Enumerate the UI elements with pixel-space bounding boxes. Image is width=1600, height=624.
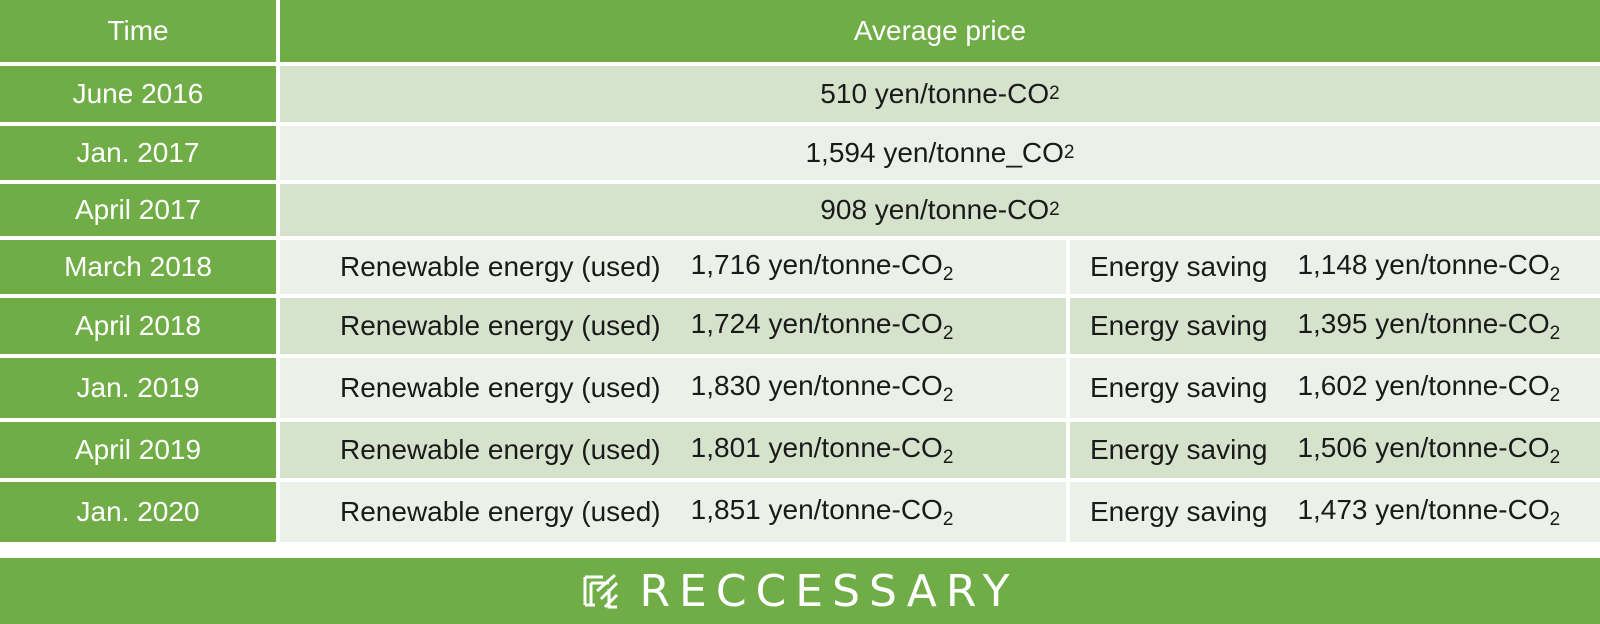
price-unit: yen/tonne-CO [874,194,1050,225]
renewable-label: Renewable energy (used) [340,251,661,282]
table-row: Jan. 2020 Renewable energy (used) 1,851 … [0,482,1600,542]
row-time: April 2018 [0,298,276,354]
renewable-cell: Renewable energy (used) 1,724 yen/tonne-… [280,298,1066,354]
table-row: Jan. 2019 Renewable energy (used) 1,830 … [0,358,1600,418]
row-time: March 2018 [0,240,276,294]
unit-subscript: 2 [1063,142,1075,163]
row-price: 908 yen/tonne-CO 2 [280,184,1600,236]
saving-cell: Energy saving 1,148 yen/tonne-CO2 [1070,240,1600,294]
saving-price: 1,473 yen/tonne-CO2 [1297,493,1561,530]
renewable-price: 1,851 yen/tonne-CO2 [690,493,954,530]
unit-subscript: 2 [1049,199,1060,220]
table-row: Jan. 2017 1,594 yen/tonne_CO 2 [0,126,1600,180]
price-unit: yen/tonne-CO [874,78,1050,109]
table-row: April 2017 908 yen/tonne-CO 2 [0,184,1600,236]
renewable-label: Renewable energy (used) [340,310,661,341]
header-average-price: Average price [280,0,1600,62]
unit-subscript: 2 [1049,83,1060,104]
saving-price: 1,395 yen/tonne-CO2 [1297,307,1561,344]
brand-name: RECCESSARY [639,565,1019,617]
renewable-cell: Renewable energy (used) 1,716 yen/tonne-… [280,240,1066,294]
table-row: June 2016 510 yen/tonne-CO 2 [0,66,1600,122]
reccessary-logo-icon [583,573,619,609]
price-value: 510 [820,78,868,109]
renewable-label: Renewable energy (used) [340,372,661,403]
saving-label: Energy saving [1090,251,1268,282]
table-row: March 2018 Renewable energy (used) 1,716… [0,240,1600,294]
renewable-cell: Renewable energy (used) 1,851 yen/tonne-… [280,482,1066,542]
renewable-price: 1,830 yen/tonne-CO2 [690,369,954,406]
saving-label: Energy saving [1090,310,1268,341]
renewable-price: 1,801 yen/tonne-CO2 [690,431,954,468]
header-time: Time [0,0,276,62]
saving-cell: Energy saving 1,602 yen/tonne-CO2 [1070,358,1600,418]
table-row: April 2019 Renewable energy (used) 1,801… [0,422,1600,478]
price-unit: yen/tonne_CO [883,137,1064,168]
renewable-label: Renewable energy (used) [340,434,661,465]
row-time: Jan. 2017 [0,126,276,180]
saving-label: Energy saving [1090,496,1268,527]
saving-label: Energy saving [1090,372,1268,403]
renewable-label: Renewable energy (used) [340,496,661,527]
renewable-cell: Renewable energy (used) 1,801 yen/tonne-… [280,422,1066,478]
row-time: Jan. 2019 [0,358,276,418]
row-time: April 2017 [0,184,276,236]
row-time: Jan. 2020 [0,482,276,542]
saving-cell: Energy saving 1,395 yen/tonne-CO2 [1070,298,1600,354]
table-header: Time Average price [0,0,1600,62]
saving-cell: Energy saving 1,473 yen/tonne-CO2 [1070,482,1600,542]
table-row: April 2018 Renewable energy (used) 1,724… [0,298,1600,354]
price-value: 1,594 [805,137,876,168]
row-price: 1,594 yen/tonne_CO 2 [280,126,1600,180]
row-time: June 2016 [0,66,276,122]
brand-footer: RECCESSARY [0,558,1600,624]
renewable-price: 1,724 yen/tonne-CO2 [690,307,954,344]
row-price: 510 yen/tonne-CO 2 [280,66,1600,122]
renewable-price: 1,716 yen/tonne-CO2 [690,248,954,285]
renewable-cell: Renewable energy (used) 1,830 yen/tonne-… [280,358,1066,418]
saving-cell: Energy saving 1,506 yen/tonne-CO2 [1070,422,1600,478]
row-time: April 2019 [0,422,276,478]
saving-price: 1,602 yen/tonne-CO2 [1297,369,1561,406]
saving-label: Energy saving [1090,434,1268,465]
saving-price: 1,506 yen/tonne-CO2 [1297,431,1561,468]
price-value: 908 [820,194,868,225]
saving-price: 1,148 yen/tonne-CO2 [1297,248,1561,285]
